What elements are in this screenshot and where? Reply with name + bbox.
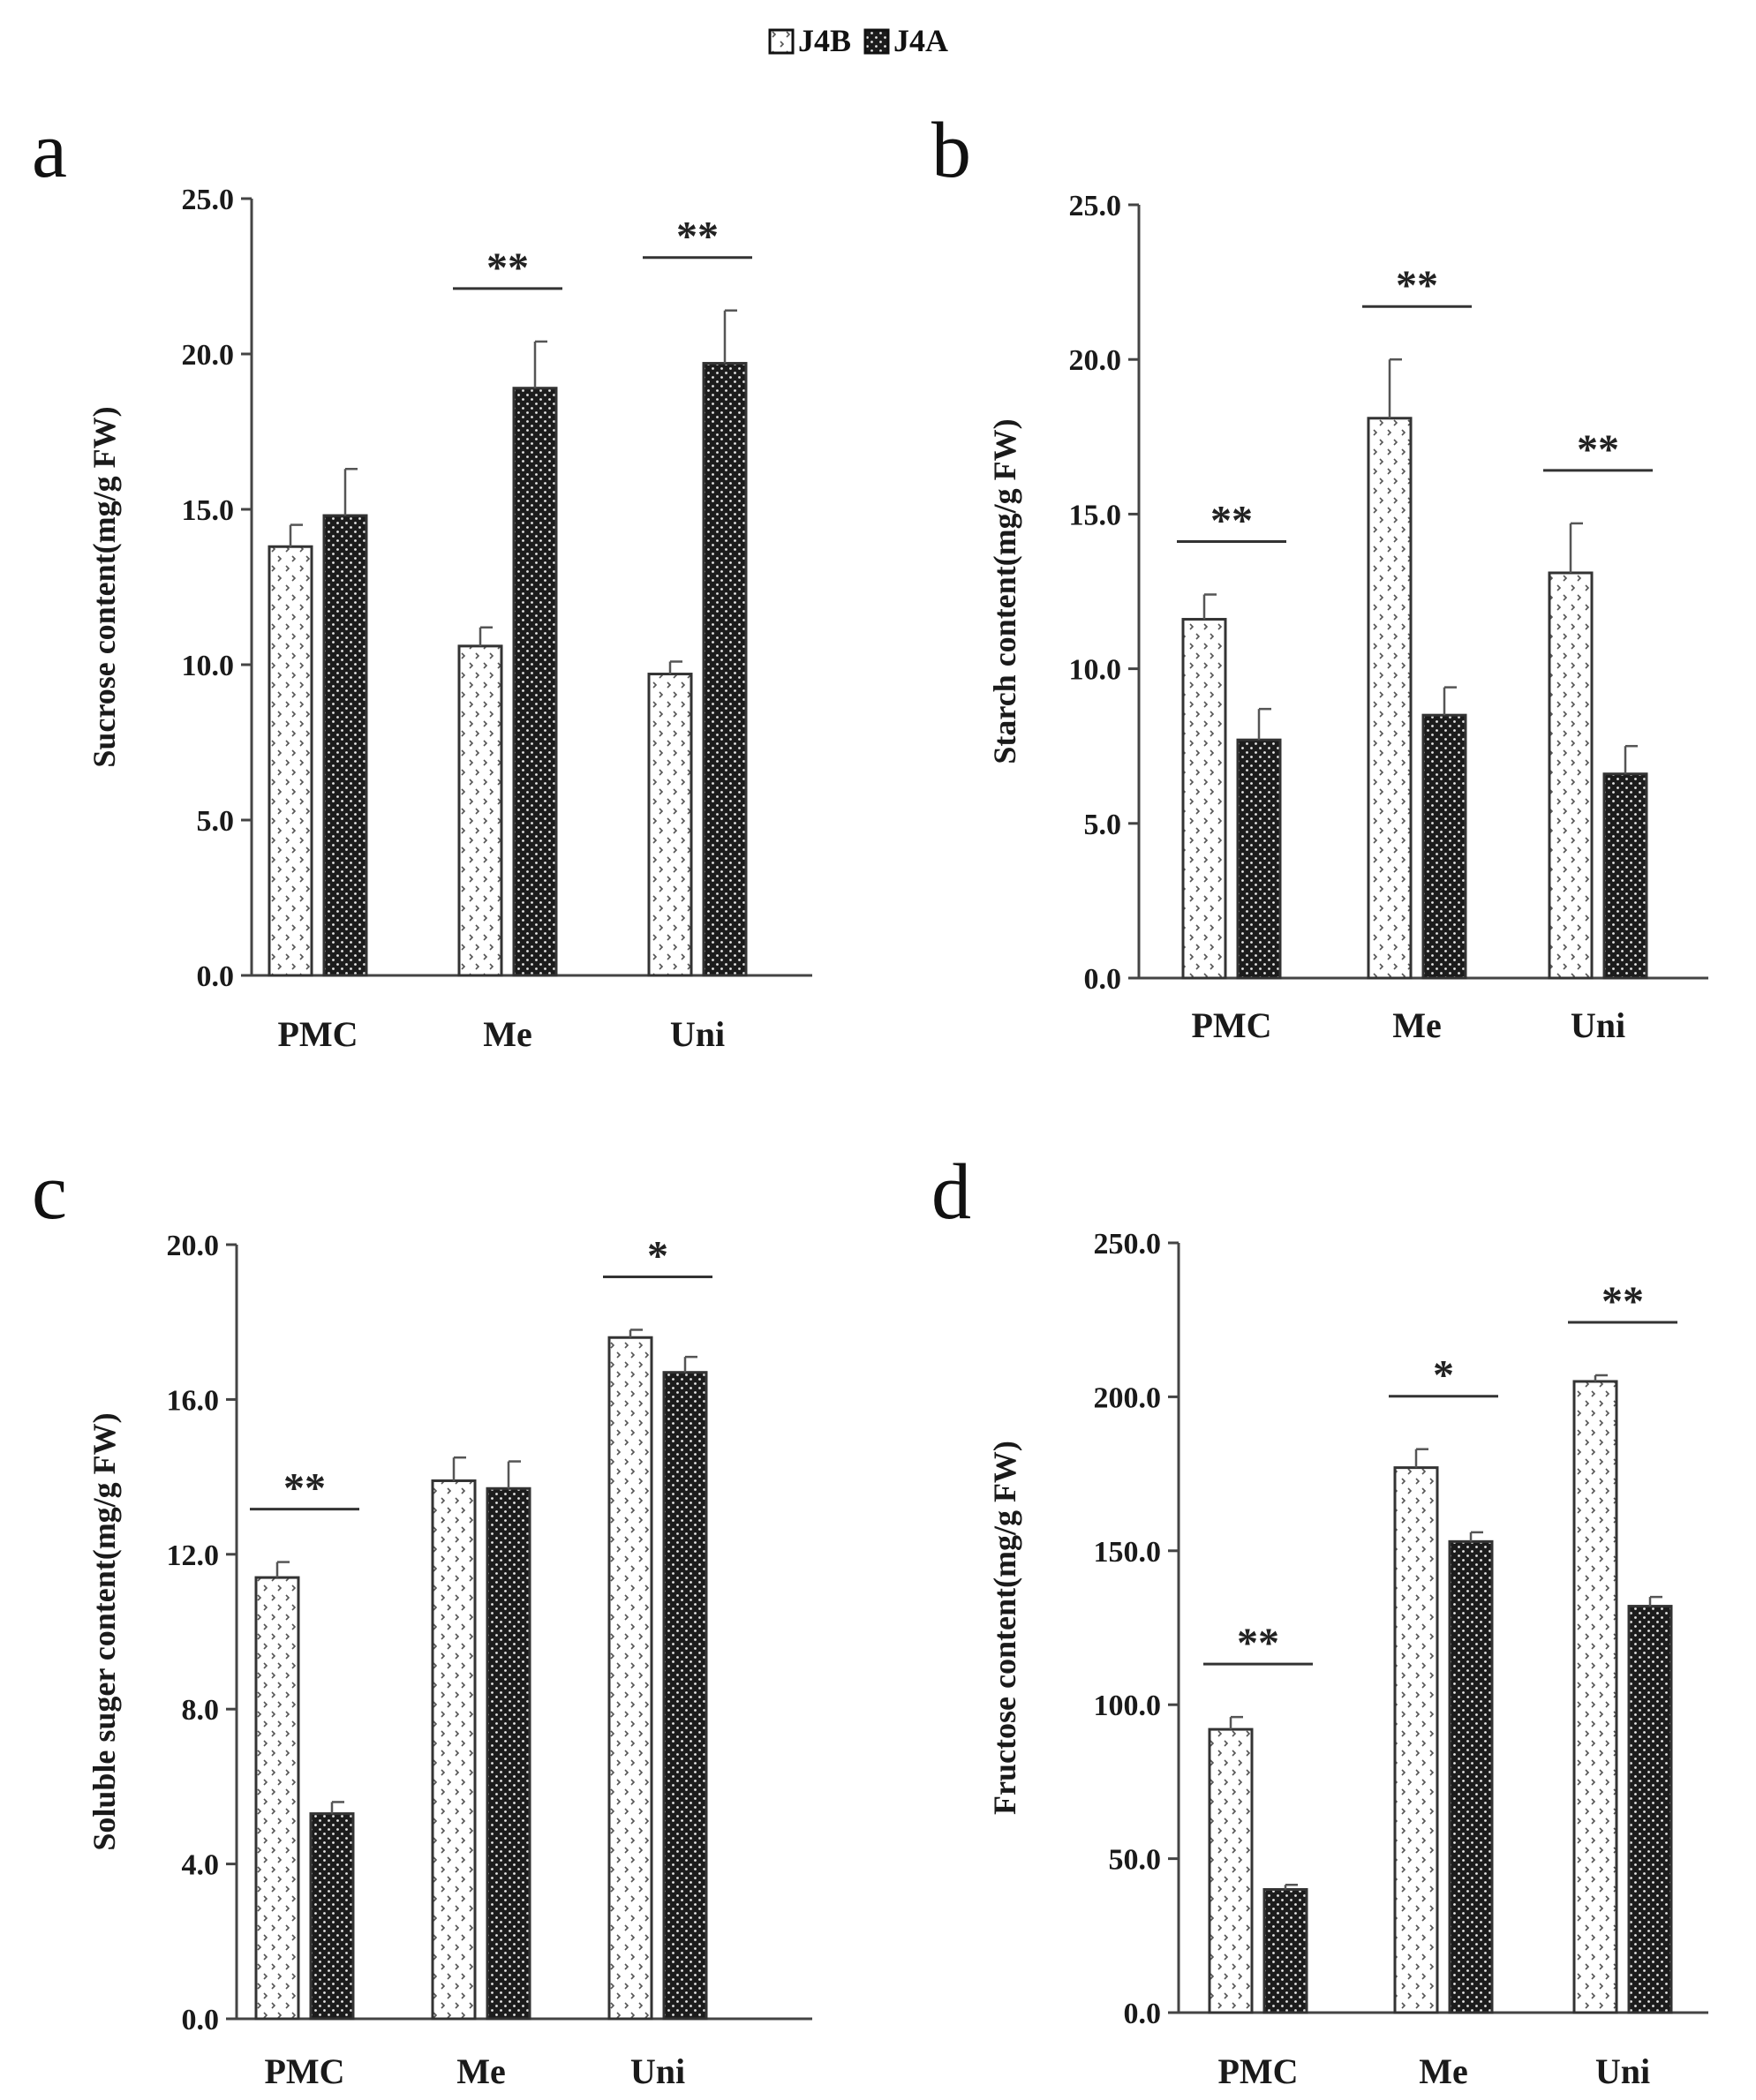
y-tick-label: 12.0 [167,1539,220,1572]
panel-letter-c: c [32,1148,67,1236]
y-tick-label: 0.0 [197,960,235,993]
bar-j4b-uni [647,673,693,977]
significance-marker: ** [1396,262,1438,309]
significance-marker: ** [283,1465,326,1512]
y-tick-label: 0.0 [1124,1998,1162,2030]
panel-b-starch-chart: b 0.0 5.0 10.0 15.0 20.0 25.0 Starch content(m… [931,107,1708,1045]
panel-letter-a: a [32,107,67,194]
y-tick-label: 8.0 [182,1694,220,1727]
y-tick-label: 5.0 [197,805,235,838]
panel-a-sucrose-chart: a 0.0 5.0 10.0 15.0 20.0 25.0 Sucrose content(… [32,107,812,1054]
x-category-label: Me [1392,1005,1442,1045]
x-category-label: Uni [670,1014,725,1054]
bar-j4a-me [1448,1539,1494,2014]
significance-marker: ** [1602,1278,1644,1325]
y-tick-label: 50.0 [1109,1844,1162,1877]
significance-marker: ** [1577,426,1619,473]
legend: J4B J4A [768,23,948,58]
y-tick-label: 15.0 [182,494,235,527]
bar-j4a-uni [662,1371,708,2021]
x-category-label: PMC [264,2051,344,2091]
bar-j4a-uni [1627,1605,1673,2014]
y-axis-label: Soluble suger content(mg/g FW) [87,1412,122,1850]
bar-j4b-pmc [268,545,313,977]
y-tick-label: 20.0 [167,1230,220,1262]
x-category-label: Me [1419,2051,1468,2091]
y-tick-label: 4.0 [182,1849,220,1882]
bar-j4b-uni [1548,571,1594,980]
y-tick-label: 200.0 [1094,1381,1162,1414]
bar-j4b-me [1367,417,1413,980]
x-category-label: Uni [1595,2051,1650,2091]
bar-j4a-uni [702,362,748,977]
bar-j4a-me [486,1487,531,2021]
panel-c-soluble-sugar-chart: c 0.0 4.0 8.0 12.0 16.0 20.0 Soluble suger con… [32,1148,812,2091]
x-category-label: Uni [1571,1005,1625,1045]
y-tick-label: 10.0 [182,650,235,682]
y-tick-label: 16.0 [167,1384,220,1417]
bar-j4b-me [457,644,503,977]
legend-swatch-j4a [863,28,890,55]
bar-j4b-me [431,1479,477,2021]
y-axis-label: Fructose content(mg/g FW) [987,1441,1022,1815]
bar-j4a-me [1421,713,1467,980]
y-tick-label: 5.0 [1084,809,1122,841]
y-tick-label: 20.0 [1069,344,1122,377]
bar-j4a-pmc [1262,1887,1308,2014]
bar-j4a-me [512,387,558,977]
y-tick-label: 250.0 [1094,1228,1162,1261]
x-category-label: PMC [1217,2051,1298,2091]
panel-letter-d: d [931,1148,971,1236]
significance-marker: ** [1210,498,1253,545]
y-tick-label: 150.0 [1094,1536,1162,1569]
y-axis-label: Starch content(mg/g FW) [987,418,1022,764]
y-tick-label: 15.0 [1069,499,1122,531]
y-tick-label: 10.0 [1069,654,1122,687]
significance-marker: ** [1237,1620,1279,1667]
x-category-label: Me [483,1014,532,1054]
x-category-label: Uni [630,2051,685,2091]
legend-swatch-j4b [768,28,795,55]
bar-j4b-uni [607,1336,653,2021]
significance-marker: ** [676,214,719,260]
y-tick-label: 0.0 [182,2004,220,2036]
legend-label-j4b: J4B [798,23,851,58]
panel-d-fructose-chart: d 0.0 50.0 100.0 150.0 200.0 250.0 Fructose co… [931,1148,1708,2091]
x-category-label: Me [456,2051,506,2091]
legend-label-j4a: J4A [893,23,948,58]
y-tick-label: 25.0 [1069,190,1122,222]
y-tick-label: 0.0 [1084,963,1122,996]
y-axis-label: Sucrose content(mg/g FW) [87,406,122,767]
x-category-label: PMC [277,1014,358,1054]
significance-marker: ** [486,245,529,291]
significance-marker: * [1433,1352,1454,1399]
y-tick-label: 100.0 [1094,1690,1162,1722]
y-tick-label: 20.0 [182,339,235,372]
bar-j4a-pmc [322,514,368,977]
bar-j4b-pmc [254,1576,300,2021]
bar-j4b-uni [1572,1380,1618,2014]
bar-j4a-uni [1602,772,1648,980]
significance-marker: * [647,1232,668,1279]
bar-j4b-me [1393,1466,1439,2014]
x-category-label: PMC [1191,1005,1271,1045]
bar-j4b-pmc [1208,1727,1254,2014]
bar-j4a-pmc [1236,738,1282,980]
bar-j4a-pmc [309,1812,355,2021]
bar-j4b-pmc [1181,618,1227,980]
panel-letter-b: b [931,107,971,194]
y-tick-label: 25.0 [182,184,235,216]
